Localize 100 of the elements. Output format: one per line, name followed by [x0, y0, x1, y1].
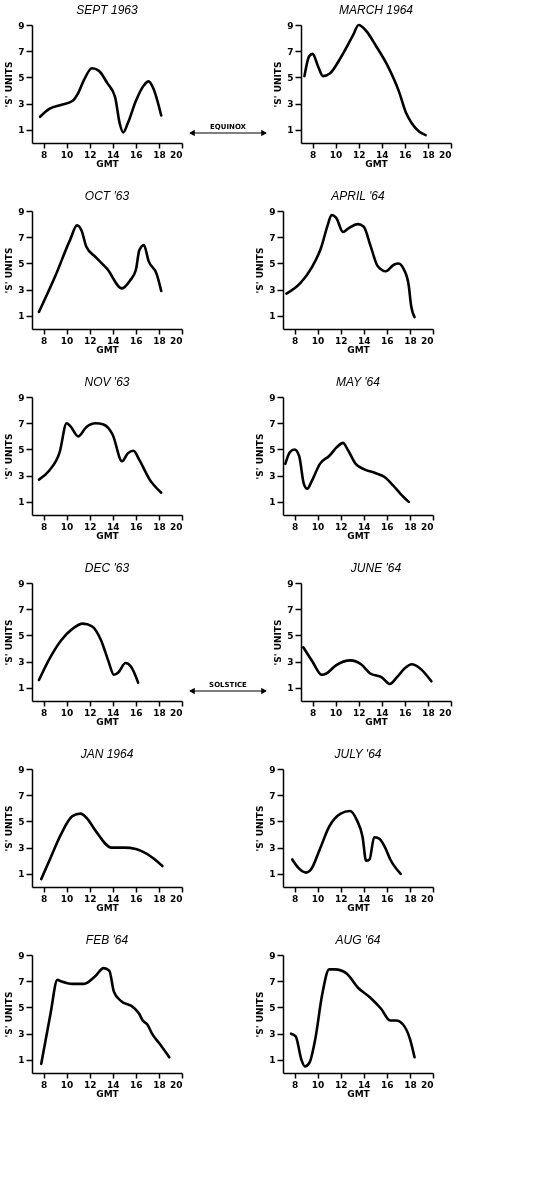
- x-tick-label: 18: [404, 893, 417, 904]
- x-tick-label: 20: [169, 707, 183, 718]
- y-axis-title: 'S' UNITS: [255, 433, 266, 480]
- x-tick-label: 14: [107, 1079, 120, 1090]
- y-tick-label: 5: [269, 444, 276, 455]
- y-tick-label: 7: [18, 976, 25, 987]
- x-tick-label: 20: [420, 335, 434, 346]
- x-axis-title: GMT: [347, 902, 371, 913]
- x-tick-label: 20: [420, 893, 434, 904]
- y-tick-label: 5: [18, 1002, 25, 1013]
- y-tick-label: 7: [269, 232, 276, 243]
- chart-title: DEC '63: [84, 561, 130, 575]
- x-tick-label: 20: [420, 521, 434, 532]
- y-tick-label: 9: [269, 206, 276, 217]
- x-tick-label: 12: [334, 335, 348, 346]
- y-tick-label: 9: [18, 950, 25, 961]
- x-tick-label: 18: [153, 893, 166, 904]
- y-tick-label: 1: [18, 1055, 25, 1066]
- x-tick-label: 14: [376, 707, 389, 718]
- y-tick-label: 7: [18, 790, 25, 801]
- x-axis-title: GMT: [365, 158, 389, 169]
- x-tick-label: 8: [40, 335, 48, 346]
- x-tick-label: 10: [60, 335, 74, 346]
- x-tick-label: 16: [381, 335, 394, 346]
- x-tick-label: 14: [107, 149, 120, 160]
- y-axis-title: 'S' UNITS: [4, 805, 15, 852]
- y-tick-label: 1: [269, 1055, 276, 1066]
- x-tick-label: 8: [309, 149, 317, 160]
- x-tick-label: 18: [404, 335, 417, 346]
- y-tick-label: 5: [18, 630, 25, 641]
- x-tick-label: 18: [153, 335, 166, 346]
- x-tick-label: 12: [83, 893, 97, 904]
- y-tick-label: 7: [18, 604, 25, 615]
- x-tick-label: 12: [334, 521, 348, 532]
- chart-title: NOV '63: [84, 375, 130, 389]
- y-tick-label: 5: [18, 816, 25, 827]
- y-tick-label: 3: [18, 285, 25, 296]
- x-tick-label: 14: [107, 893, 120, 904]
- y-tick-label: 3: [269, 285, 276, 296]
- y-tick-label: 9: [287, 20, 294, 31]
- x-tick-label: 20: [169, 893, 183, 904]
- y-tick-label: 5: [269, 258, 276, 269]
- x-tick-label: 14: [358, 521, 371, 532]
- x-tick-label: 16: [130, 893, 143, 904]
- x-tick-label: 16: [399, 149, 412, 160]
- y-tick-label: 9: [18, 206, 25, 217]
- x-tick-label: 14: [107, 521, 120, 532]
- chart-title: OCT '63: [84, 189, 130, 203]
- line-series: [289, 968, 416, 1068]
- line-series: [37, 421, 163, 495]
- y-tick-label: 1: [18, 683, 25, 694]
- chart-title: MAY '64: [336, 375, 381, 389]
- chart-title: MARCH 1964: [338, 3, 414, 17]
- x-tick-label: 12: [83, 335, 97, 346]
- y-tick-label: 3: [18, 99, 25, 110]
- y-tick-label: 7: [18, 46, 25, 57]
- line-series: [38, 66, 163, 134]
- x-tick-label: 12: [83, 1079, 97, 1090]
- y-tick-label: 1: [287, 125, 294, 136]
- x-tick-label: 14: [358, 893, 371, 904]
- x-tick-label: 8: [40, 1079, 48, 1090]
- x-tick-label: 18: [153, 521, 166, 532]
- y-tick-label: 7: [269, 418, 276, 429]
- x-tick-label: 20: [438, 707, 452, 718]
- x-tick-label: 16: [130, 707, 143, 718]
- x-tick-label: 16: [381, 893, 394, 904]
- y-axis-title: 'S' UNITS: [255, 247, 266, 294]
- x-tick-label: 10: [60, 521, 74, 532]
- x-tick-label: 8: [40, 149, 48, 160]
- x-axis-title: GMT: [365, 716, 389, 727]
- y-tick-label: 9: [18, 578, 25, 589]
- y-axis-title: 'S' UNITS: [4, 991, 15, 1038]
- line-series: [37, 622, 140, 684]
- y-tick-label: 1: [18, 869, 25, 880]
- line-series: [39, 966, 171, 1066]
- x-tick-label: 8: [291, 893, 299, 904]
- x-axis-title: GMT: [96, 1088, 120, 1099]
- y-tick-label: 9: [287, 578, 294, 589]
- x-tick-label: 8: [291, 521, 299, 532]
- x-tick-label: 8: [309, 707, 317, 718]
- x-tick-label: 18: [153, 707, 166, 718]
- y-tick-label: 5: [269, 1002, 276, 1013]
- chart-title: SEPT 1963: [76, 3, 139, 17]
- y-tick-label: 3: [269, 843, 276, 854]
- x-tick-label: 20: [420, 1079, 434, 1090]
- x-tick-label: 18: [422, 149, 435, 160]
- y-tick-label: 7: [269, 790, 276, 801]
- x-tick-label: 10: [60, 149, 74, 160]
- x-tick-label: 8: [291, 1079, 299, 1090]
- y-tick-label: 5: [18, 444, 25, 455]
- y-tick-label: 3: [18, 657, 25, 668]
- chart-title: JUNE '64: [349, 561, 402, 575]
- chart-title: JULY '64: [333, 747, 382, 761]
- x-tick-label: 12: [352, 149, 366, 160]
- x-tick-label: 10: [311, 521, 325, 532]
- x-tick-label: 8: [40, 707, 48, 718]
- x-tick-label: 16: [130, 149, 143, 160]
- x-tick-label: 14: [358, 1079, 371, 1090]
- x-tick-label: 12: [334, 1079, 348, 1090]
- chart-title: JAN 1964: [79, 747, 134, 761]
